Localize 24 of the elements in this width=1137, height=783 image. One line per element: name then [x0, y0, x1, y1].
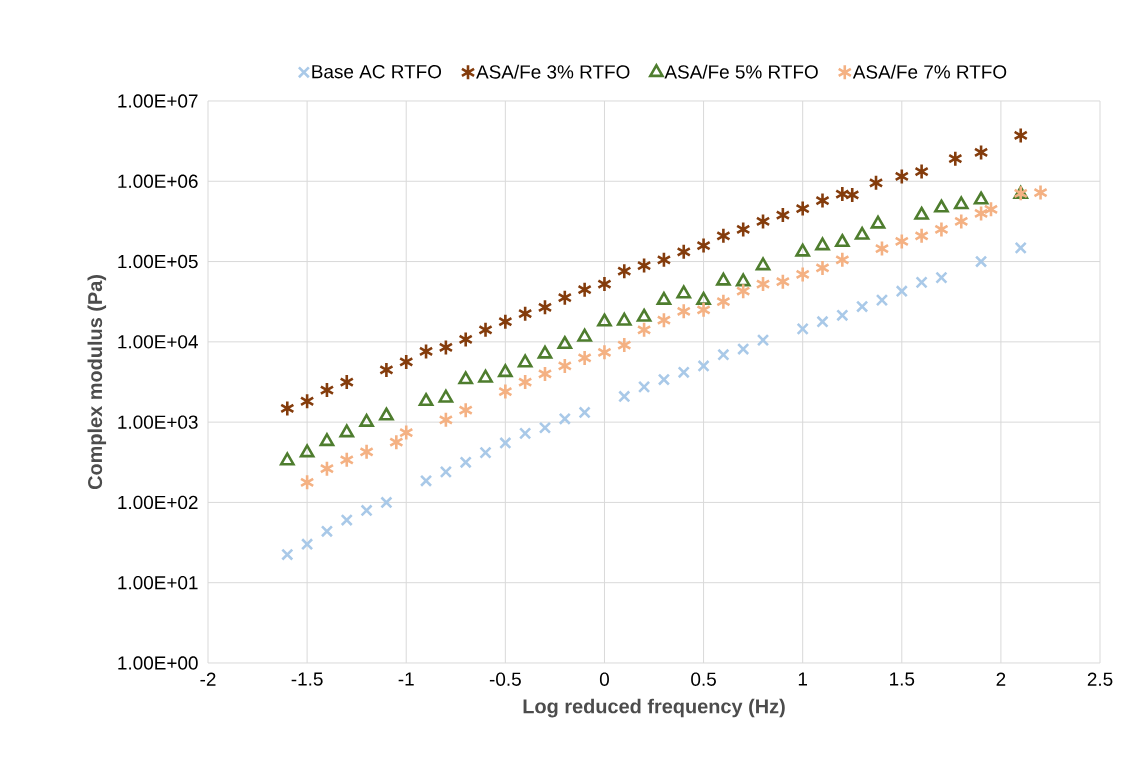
x-tick-label: -1	[398, 672, 414, 686]
y-tick-label: 1.00E+02	[118, 495, 198, 510]
x-axis-title: Log reduced frequency (Hz)	[523, 698, 785, 718]
y-tick-label: 1.00E+01	[118, 576, 198, 590]
y-tick-label: 1.00E+05	[118, 254, 198, 269]
x-tick-label: 0	[599, 672, 609, 686]
x-tick-label: 1	[798, 672, 808, 686]
y-tick-label: 1.00E+00	[118, 656, 198, 670]
x-tick-label: -0.5	[489, 672, 521, 686]
x-tick-label: -2	[200, 672, 216, 686]
y-axis-title: Complex modulus (Pa)	[87, 275, 107, 490]
y-tick-label: 1.00E+03	[118, 415, 198, 429]
y-tick-label: 1.00E+07	[118, 94, 198, 108]
legend-label: ASA/Fe 7% RTFO	[852, 64, 1007, 79]
y-tick-label: 1.00E+04	[118, 335, 198, 349]
legend-label: Base AC RTFO	[312, 64, 442, 79]
legend-label: ASA/Fe 3% RTFO	[476, 64, 630, 79]
x-tick-label: 1.5	[890, 672, 915, 686]
x-tick-label: 2	[996, 672, 1006, 686]
y-tick-label: 1.00E+06	[118, 174, 198, 188]
x-tick-label: 0.5	[691, 672, 716, 686]
x-tick-label: 2.5	[1087, 672, 1113, 686]
legend-label: ASA/Fe 5% RTFO	[664, 64, 818, 79]
x-tick-label: -1.5	[291, 672, 323, 686]
